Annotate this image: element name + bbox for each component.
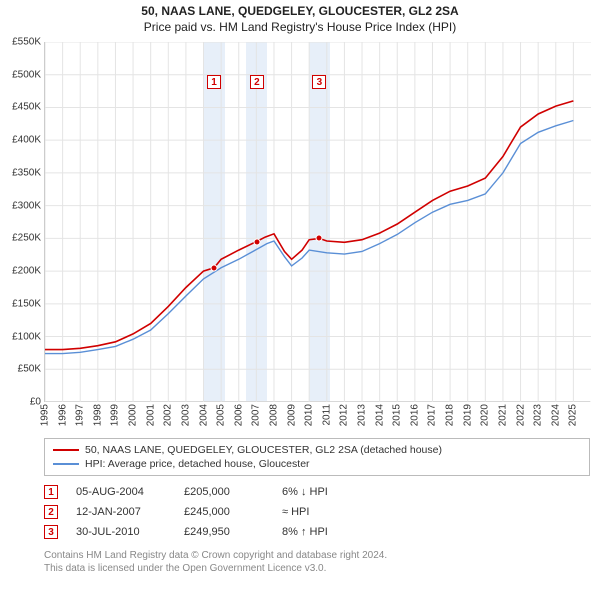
x-tick-label: 2021 bbox=[497, 404, 508, 426]
x-tick-label: 2013 bbox=[357, 404, 368, 426]
x-tick-label: 1995 bbox=[40, 404, 51, 426]
x-tick-label: 2023 bbox=[533, 404, 544, 426]
chart-svg bbox=[45, 42, 591, 402]
transaction-hpi: ≈ HPI bbox=[282, 506, 309, 518]
legend-item: HPI: Average price, detached house, Glou… bbox=[53, 457, 581, 471]
x-tick-label: 2000 bbox=[128, 404, 139, 426]
transaction-index-box: 3 bbox=[44, 525, 58, 539]
chart-title: 50, NAAS LANE, QUEDGELEY, GLOUCESTER, GL… bbox=[0, 4, 600, 18]
x-tick-label: 2006 bbox=[233, 404, 244, 426]
y-tick-label: £400K bbox=[12, 135, 41, 146]
x-tick-label: 1996 bbox=[57, 404, 68, 426]
y-tick-label: £100K bbox=[12, 331, 41, 342]
transaction-price: £205,000 bbox=[184, 486, 264, 498]
legend-item: 50, NAAS LANE, QUEDGELEY, GLOUCESTER, GL… bbox=[53, 443, 581, 457]
x-tick-label: 2024 bbox=[550, 404, 561, 426]
y-tick-label: £350K bbox=[12, 167, 41, 178]
transaction-date: 05-AUG-2004 bbox=[76, 486, 166, 498]
legend-label: 50, NAAS LANE, QUEDGELEY, GLOUCESTER, GL… bbox=[85, 444, 442, 456]
transaction-marker: 1 bbox=[207, 75, 221, 89]
x-tick-label: 2015 bbox=[392, 404, 403, 426]
y-tick-label: £450K bbox=[12, 102, 41, 113]
y-tick-label: £550K bbox=[12, 37, 41, 48]
x-tick-label: 2014 bbox=[374, 404, 385, 426]
x-tick-label: 2011 bbox=[321, 404, 332, 426]
y-tick-label: £50K bbox=[18, 364, 41, 375]
x-tick-label: 2007 bbox=[251, 404, 262, 426]
footnote: Contains HM Land Registry data © Crown c… bbox=[44, 550, 590, 575]
x-tick-label: 1998 bbox=[92, 404, 103, 426]
footnote-line: Contains HM Land Registry data © Crown c… bbox=[44, 550, 590, 563]
x-tick-label: 1997 bbox=[75, 404, 86, 426]
table-row: 1 05-AUG-2004 £205,000 6% ↓ HPI bbox=[44, 482, 590, 502]
transaction-point bbox=[211, 264, 218, 271]
x-tick-label: 2008 bbox=[268, 404, 279, 426]
transaction-hpi: 8% ↑ HPI bbox=[282, 526, 328, 538]
transaction-point bbox=[316, 235, 323, 242]
legend: 50, NAAS LANE, QUEDGELEY, GLOUCESTER, GL… bbox=[44, 438, 590, 476]
x-tick-label: 2018 bbox=[445, 404, 456, 426]
transaction-marker: 3 bbox=[312, 75, 326, 89]
table-row: 2 12-JAN-2007 £245,000 ≈ HPI bbox=[44, 502, 590, 522]
x-tick-label: 2001 bbox=[145, 404, 156, 426]
y-tick-label: £500K bbox=[12, 69, 41, 80]
y-tick-label: £200K bbox=[12, 266, 41, 277]
transaction-table: 1 05-AUG-2004 £205,000 6% ↓ HPI 2 12-JAN-2007… bbox=[44, 482, 590, 542]
x-tick-label: 2012 bbox=[339, 404, 350, 426]
x-tick-label: 2017 bbox=[427, 404, 438, 426]
transaction-price: £245,000 bbox=[184, 506, 264, 518]
chart-title-block: 50, NAAS LANE, QUEDGELEY, GLOUCESTER, GL… bbox=[0, 0, 600, 36]
chart-subtitle: Price paid vs. HM Land Registry's House … bbox=[0, 20, 600, 34]
y-tick-label: £300K bbox=[12, 200, 41, 211]
footnote-line: This data is licensed under the Open Gov… bbox=[44, 563, 590, 576]
chart-plot-area: £0£50K£100K£150K£200K£250K£300K£350K£400… bbox=[44, 42, 590, 402]
x-tick-label: 2004 bbox=[198, 404, 209, 426]
x-tick-label: 2003 bbox=[180, 404, 191, 426]
x-tick-label: 2022 bbox=[515, 404, 526, 426]
legend-swatch bbox=[53, 449, 79, 451]
y-tick-label: £250K bbox=[12, 233, 41, 244]
transaction-index-box: 2 bbox=[44, 505, 58, 519]
legend-swatch bbox=[53, 463, 79, 465]
x-tick-label: 2005 bbox=[216, 404, 227, 426]
x-tick-label: 1999 bbox=[110, 404, 121, 426]
transaction-marker: 2 bbox=[250, 75, 264, 89]
x-tick-label: 2010 bbox=[304, 404, 315, 426]
transaction-hpi: 6% ↓ HPI bbox=[282, 486, 328, 498]
y-tick-label: £150K bbox=[12, 298, 41, 309]
x-tick-label: 2025 bbox=[568, 404, 579, 426]
transaction-index-box: 1 bbox=[44, 485, 58, 499]
transaction-date: 30-JUL-2010 bbox=[76, 526, 166, 538]
transaction-date: 12-JAN-2007 bbox=[76, 506, 166, 518]
x-tick-label: 2016 bbox=[409, 404, 420, 426]
legend-label: HPI: Average price, detached house, Glou… bbox=[85, 458, 310, 470]
transaction-point bbox=[253, 238, 260, 245]
x-tick-label: 2002 bbox=[163, 404, 174, 426]
x-tick-label: 2020 bbox=[480, 404, 491, 426]
x-tick-label: 2019 bbox=[462, 404, 473, 426]
transaction-price: £249,950 bbox=[184, 526, 264, 538]
table-row: 3 30-JUL-2010 £249,950 8% ↑ HPI bbox=[44, 522, 590, 542]
x-tick-label: 2009 bbox=[286, 404, 297, 426]
